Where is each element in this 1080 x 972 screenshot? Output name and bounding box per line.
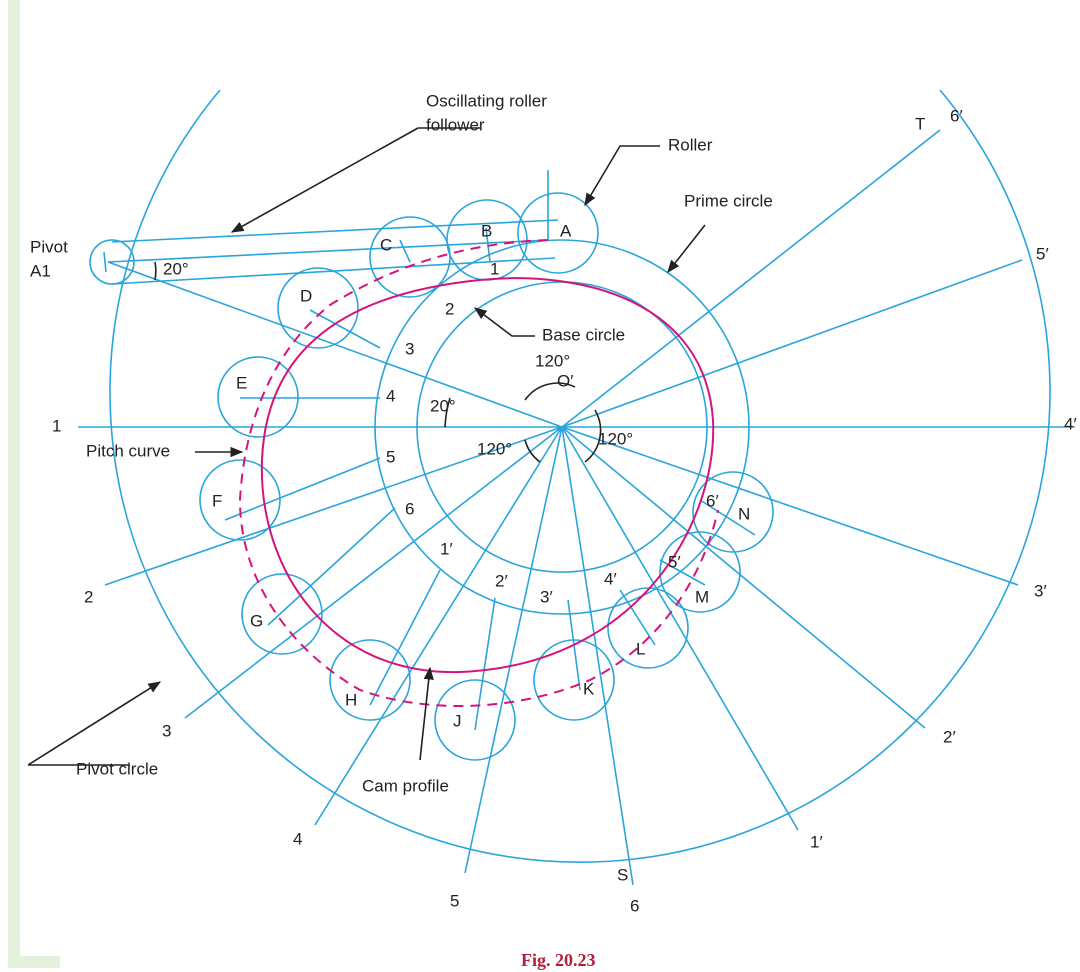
roller-label: A — [560, 221, 572, 240]
pivot-point-label: 2′ — [943, 727, 956, 746]
geometry — [27, 89, 1075, 886]
prime-point-label: 6 — [405, 499, 414, 518]
caption: Fig. 20.23 — [521, 950, 596, 970]
prime-point-label: 2′ — [495, 571, 508, 590]
pivot-point-label: 6′ — [950, 106, 963, 125]
pivot-circle-small — [89, 239, 135, 285]
side-bar — [8, 0, 20, 968]
prime-point-label: 5′ — [668, 552, 681, 571]
label: Prime circle — [684, 191, 773, 210]
pivot-point-label: 3 — [162, 721, 171, 740]
prime-point-label: 4′ — [604, 569, 617, 588]
callout-roller — [584, 145, 660, 207]
pivot-circle — [109, 89, 1051, 863]
roller-label: G — [250, 611, 263, 630]
roller-label: B — [481, 221, 492, 240]
angle: 120° — [535, 351, 570, 370]
pivot-point-label: 5 — [450, 891, 459, 910]
roller-label: K — [583, 679, 595, 698]
label: T — [915, 114, 925, 133]
roller-label: H — [345, 690, 357, 709]
roller-label: D — [300, 286, 312, 305]
label: Cam profile — [362, 776, 449, 795]
roller-label: J — [453, 711, 462, 730]
label: S — [617, 865, 628, 884]
pivot-point-label: 4′ — [1064, 414, 1077, 433]
label: follower — [426, 115, 485, 134]
roller-label: L — [636, 639, 645, 658]
angle-arcs — [154, 261, 602, 463]
prime-point-label: 1 — [490, 259, 499, 278]
pivot-point-label: 2 — [84, 587, 93, 606]
labels: Oscillating roller follower Roller Prime… — [30, 91, 1077, 970]
callout-base — [473, 307, 535, 337]
prime-point-label: 3′ — [540, 587, 553, 606]
label: Oscillating roller — [426, 91, 547, 110]
roller-label: E — [236, 373, 247, 392]
label: Roller — [668, 135, 713, 154]
angle: 120° — [598, 429, 633, 448]
label: Pivot — [30, 237, 68, 256]
pivot-point-label: 6 — [630, 896, 639, 915]
prime-point-label: 5 — [386, 447, 395, 466]
angle: 120° — [477, 439, 512, 458]
rollers — [199, 192, 774, 761]
pivot-point-label: 1 — [52, 416, 61, 435]
pivot-point-label: 1′ — [810, 832, 823, 851]
pivot-point-label: 4 — [293, 829, 302, 848]
angle: O′ — [557, 371, 573, 390]
roller-label: C — [380, 235, 392, 254]
prime-point-label: 1′ — [440, 539, 453, 558]
callout-pivot — [27, 682, 160, 766]
callout-prime — [667, 224, 706, 274]
follower-arm — [103, 219, 559, 285]
radial-lines — [78, 129, 1075, 886]
roller-label: N — [738, 504, 750, 523]
roller-label: F — [212, 491, 222, 510]
prime-point-label: 4 — [386, 386, 395, 405]
label: Pivot circle — [76, 759, 158, 778]
label: Base circle — [542, 325, 625, 344]
prime-point-label: 6′ — [706, 491, 719, 510]
prime-point-label: 3 — [405, 339, 414, 358]
pivot-point-label: 3′ — [1034, 581, 1047, 600]
callout-cam — [419, 666, 434, 761]
label: Pitch curve — [86, 441, 170, 460]
angle: 20° — [430, 396, 456, 415]
pitch-curve — [238, 239, 719, 708]
angle: 20° — [163, 259, 189, 278]
cam-profile — [260, 277, 715, 674]
side-bar-foot — [8, 956, 60, 968]
roller-label: M — [695, 587, 709, 606]
callout-follower — [232, 127, 480, 232]
prime-point-label: 2 — [445, 299, 454, 318]
pivot-point-label: 5′ — [1036, 244, 1049, 263]
label: A1 — [30, 261, 51, 280]
